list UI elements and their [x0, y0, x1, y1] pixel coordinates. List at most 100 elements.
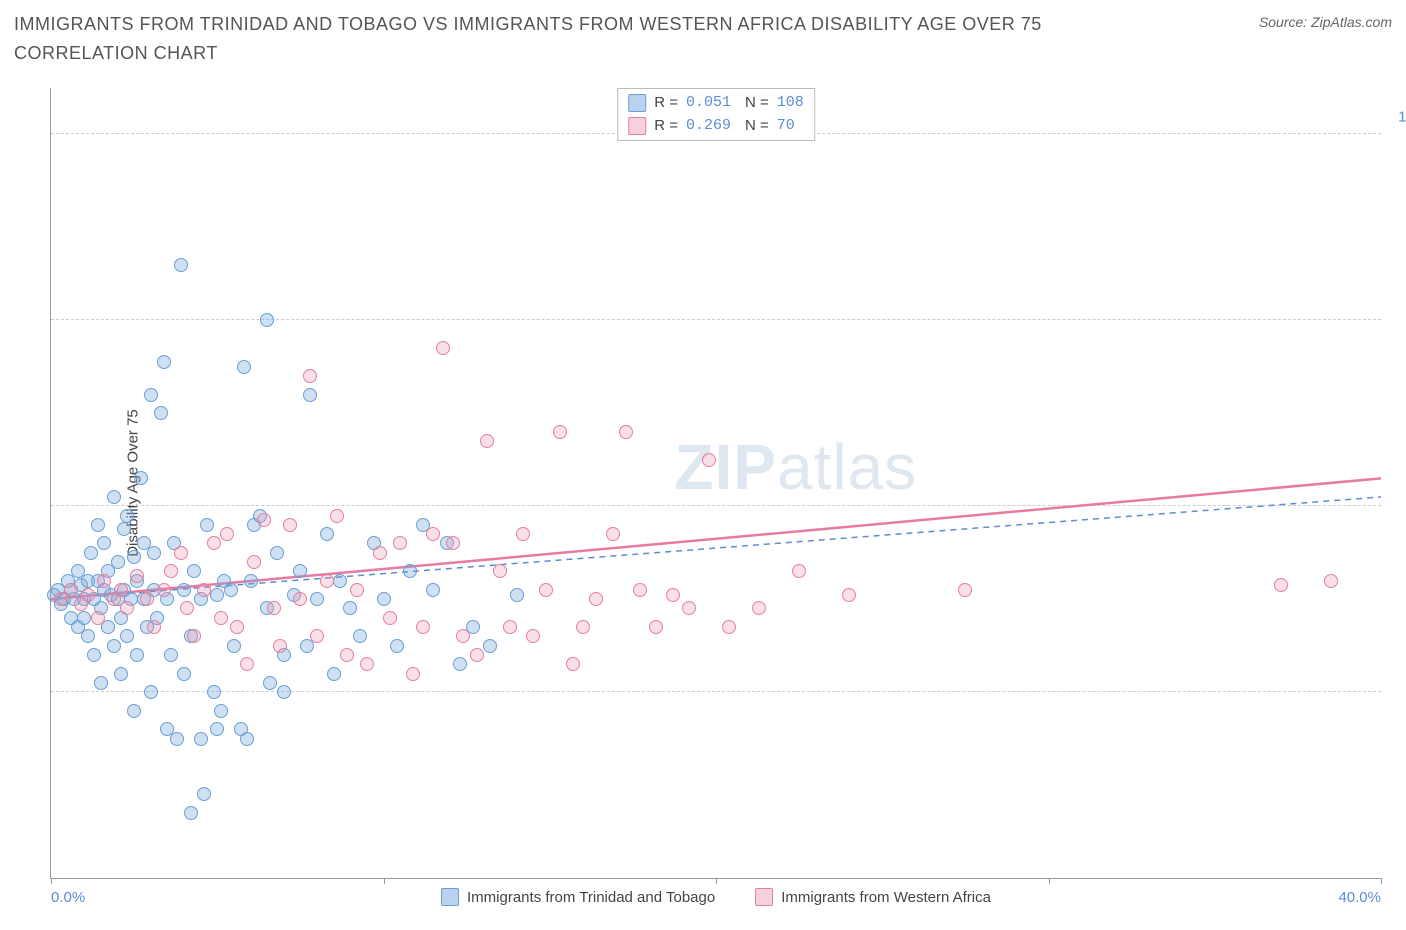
x-tick-label: 40.0% [1338, 889, 1381, 906]
data-point [81, 629, 95, 643]
data-point [416, 620, 430, 634]
data-point [426, 527, 440, 541]
data-point [247, 555, 261, 569]
data-point [117, 522, 131, 536]
data-point [273, 639, 287, 653]
swatch-series2 [628, 117, 646, 135]
data-point [200, 518, 214, 532]
data-point [210, 722, 224, 736]
data-point [111, 555, 125, 569]
y-tick-label: 100.0% [1389, 109, 1406, 126]
legend-row-series1: R = 0.051 N = 108 [628, 92, 804, 115]
data-point [480, 434, 494, 448]
data-point [516, 527, 530, 541]
data-point [107, 490, 121, 504]
data-point [207, 685, 221, 699]
data-point [270, 546, 284, 560]
data-point [842, 588, 856, 602]
data-point [127, 550, 141, 564]
data-point [340, 648, 354, 662]
data-point [310, 592, 324, 606]
scatter-plot: Disability Age Over 75 ZIPatlas 40.0%60.… [50, 88, 1381, 879]
data-point [177, 583, 191, 597]
data-point [633, 583, 647, 597]
data-point [207, 536, 221, 550]
chart-title: IMMIGRANTS FROM TRINIDAD AND TOBAGO VS I… [14, 10, 1134, 68]
data-point [114, 667, 128, 681]
data-point [330, 509, 344, 523]
data-point [682, 601, 696, 615]
data-point [1274, 578, 1288, 592]
data-point [406, 667, 420, 681]
data-point [553, 425, 567, 439]
data-point [64, 583, 78, 597]
swatch-series1 [628, 94, 646, 112]
data-point [589, 592, 603, 606]
data-point [87, 648, 101, 662]
data-point [702, 453, 716, 467]
legend-item-series2: Immigrants from Western Africa [755, 888, 991, 906]
data-point [210, 588, 224, 602]
data-point [240, 732, 254, 746]
data-point [263, 676, 277, 690]
y-tick-label: 60.0% [1389, 481, 1406, 498]
data-point [436, 341, 450, 355]
data-point [456, 629, 470, 643]
x-tick [1381, 878, 1382, 884]
data-point [147, 546, 161, 560]
data-point [227, 639, 241, 653]
data-point [94, 676, 108, 690]
data-point [666, 588, 680, 602]
data-point [649, 620, 663, 634]
data-point [493, 564, 507, 578]
data-point [383, 611, 397, 625]
data-point [510, 588, 524, 602]
x-tick [1049, 878, 1050, 884]
swatch-series2 [755, 888, 773, 906]
data-point [144, 685, 158, 699]
data-point [576, 620, 590, 634]
data-point [97, 536, 111, 550]
data-point [320, 527, 334, 541]
data-point [244, 574, 258, 588]
data-point [194, 732, 208, 746]
data-point [503, 620, 517, 634]
data-point [164, 564, 178, 578]
data-point [426, 583, 440, 597]
data-point [343, 601, 357, 615]
data-point [350, 583, 364, 597]
data-point [230, 620, 244, 634]
data-point [303, 388, 317, 402]
data-point [237, 360, 251, 374]
data-point [393, 536, 407, 550]
data-point [453, 657, 467, 671]
data-point [277, 685, 291, 699]
data-point [303, 369, 317, 383]
data-point [120, 601, 134, 615]
data-point [187, 564, 201, 578]
y-tick-label: 40.0% [1389, 667, 1406, 684]
data-point [114, 583, 128, 597]
data-point [320, 574, 334, 588]
data-point [177, 667, 191, 681]
data-point [144, 388, 158, 402]
data-point [353, 629, 367, 643]
data-point [566, 657, 580, 671]
data-point [722, 620, 736, 634]
data-point [958, 583, 972, 597]
data-point [257, 513, 271, 527]
data-point [140, 592, 154, 606]
data-point [373, 546, 387, 560]
source-label: Source: ZipAtlas.com [1259, 14, 1392, 30]
data-point [77, 611, 91, 625]
data-point [619, 425, 633, 439]
x-tick [51, 878, 52, 884]
data-point [606, 527, 620, 541]
data-point [184, 806, 198, 820]
data-point [526, 629, 540, 643]
data-point [483, 639, 497, 653]
swatch-series1 [441, 888, 459, 906]
data-point [792, 564, 806, 578]
data-point [134, 471, 148, 485]
data-point [333, 574, 347, 588]
